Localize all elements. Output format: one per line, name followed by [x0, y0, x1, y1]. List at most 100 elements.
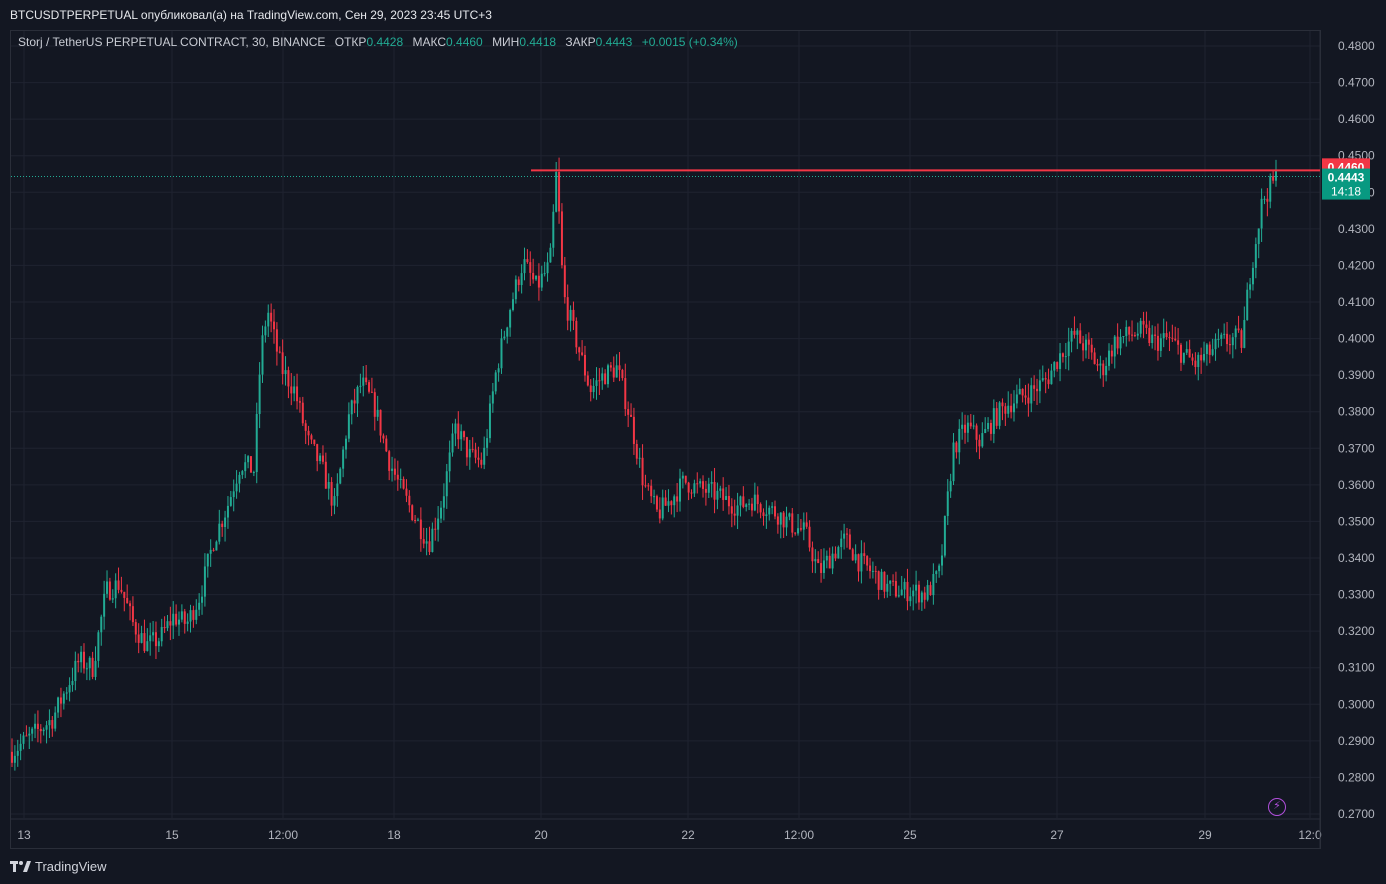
candle-body: [607, 365, 610, 385]
candle-body: [563, 265, 566, 298]
candle-body: [244, 462, 247, 472]
candle-body: [964, 424, 967, 433]
candle-body: [460, 431, 463, 440]
candle-body: [845, 533, 848, 535]
candle-body: [817, 559, 820, 564]
candle-body: [157, 641, 160, 647]
candle-body: [615, 365, 618, 378]
candle-body: [373, 392, 376, 417]
candle-body: [416, 519, 419, 521]
candle-body: [1159, 338, 1162, 351]
candle-body: [376, 409, 379, 417]
candle-body: [117, 580, 120, 590]
x-tick-label: 22: [681, 828, 695, 842]
candle-body: [529, 262, 532, 273]
candle-body: [241, 471, 244, 475]
candle-body: [583, 354, 586, 376]
candle-body: [860, 553, 863, 572]
candle-body: [595, 380, 598, 386]
candle-body: [249, 456, 252, 473]
y-tick-label: 0.4200: [1338, 258, 1375, 272]
candle-body: [917, 584, 920, 603]
candle-body: [74, 660, 77, 681]
candle-body: [569, 309, 572, 321]
candle-body: [94, 660, 97, 677]
candle-body: [362, 377, 365, 386]
candle-body: [183, 611, 186, 624]
candle-body: [1044, 378, 1047, 380]
candle-body: [296, 386, 299, 402]
candle-body: [310, 435, 313, 440]
candle-body: [540, 273, 543, 288]
candle-body: [51, 720, 54, 729]
candle-body: [978, 439, 981, 447]
candle-body: [457, 423, 460, 440]
candle-body: [869, 565, 872, 572]
candle-body: [543, 273, 546, 275]
candle-body: [549, 247, 552, 263]
candle-body: [111, 598, 114, 600]
symbol-description[interactable]: Storj / TetherUS PERPETUAL CONTRACT, 30,…: [18, 35, 326, 49]
candle-body: [177, 619, 180, 625]
candle-body: [480, 459, 483, 465]
candle-body: [768, 507, 771, 515]
candle-body: [402, 478, 405, 489]
candle-body: [742, 496, 745, 507]
x-tick-label: 15: [165, 828, 179, 842]
candle-body: [131, 606, 134, 623]
candle-body: [163, 627, 166, 629]
candle-body: [379, 409, 382, 436]
candle-body: [80, 651, 83, 663]
candle-body: [969, 422, 972, 427]
candle-body: [385, 438, 388, 452]
candle-body: [612, 367, 615, 378]
candle-body: [370, 391, 373, 393]
lightning-icon[interactable]: ⚡: [1268, 798, 1286, 816]
low-value: 0.4418: [519, 35, 557, 49]
candle-body: [814, 559, 817, 562]
candle-body: [238, 474, 241, 484]
candle-body: [1188, 349, 1191, 358]
candle-body: [655, 496, 658, 510]
candle-body: [558, 171, 561, 212]
x-tick-label: 13: [17, 828, 31, 842]
candle-body: [19, 743, 22, 751]
candle-body: [195, 609, 198, 620]
candle-body: [290, 386, 293, 394]
candle-body: [926, 585, 929, 600]
candle-body: [644, 485, 647, 487]
candle-body: [854, 554, 857, 561]
candles: [11, 157, 1277, 771]
candle-body: [748, 503, 751, 505]
candle-body: [497, 368, 500, 373]
candle-body: [463, 431, 466, 438]
candle-body: [129, 603, 132, 607]
candle-body: [667, 501, 670, 506]
candle-body: [1142, 320, 1145, 325]
footer-brand[interactable]: TradingView: [10, 858, 107, 876]
candle-body: [779, 512, 782, 525]
candle-body: [1171, 337, 1174, 339]
candle-body: [304, 423, 307, 431]
candle-body: [511, 299, 514, 310]
candle-body: [658, 509, 661, 519]
y-tick-label: 0.4600: [1338, 112, 1375, 126]
candle-body: [572, 309, 575, 321]
y-tick-label: 0.3000: [1338, 697, 1375, 711]
candle-body: [411, 505, 414, 521]
candle-body: [1079, 330, 1082, 344]
candle-body: [393, 468, 396, 475]
candle-body: [1269, 176, 1272, 202]
candle-body: [526, 259, 529, 263]
candle-body: [1249, 284, 1252, 290]
candle-body: [733, 513, 736, 516]
candle-body: [258, 374, 261, 415]
candle-body: [226, 505, 229, 518]
candle-body: [1240, 330, 1243, 348]
candle-body: [434, 528, 437, 530]
candle-body: [488, 403, 491, 439]
candle-body: [203, 566, 206, 597]
candle-body: [811, 547, 814, 562]
candle-body: [22, 735, 25, 744]
